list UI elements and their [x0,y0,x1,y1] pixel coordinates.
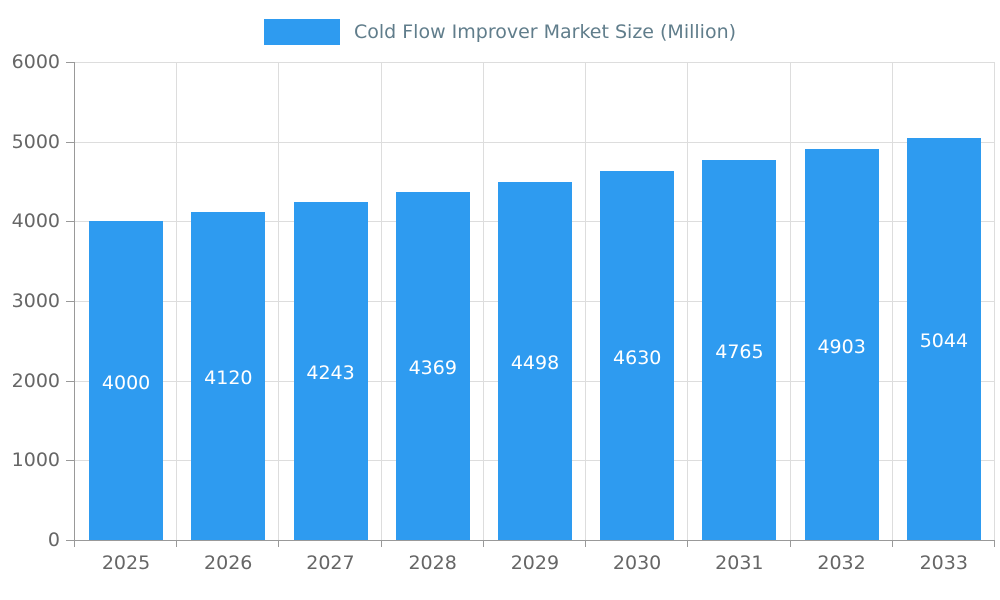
y-axis-tick-label: 2000 [11,369,60,392]
y-axis-tick-label: 4000 [11,210,60,233]
y-axis-tick-mark [66,301,74,302]
x-axis-tick-mark [380,540,382,547]
gridline-vertical [994,62,995,540]
y-axis-tick-mark [66,540,74,541]
x-axis-tick-mark [585,540,587,547]
gridline-vertical [585,62,587,540]
bar-2026[interactable]: 4120 [191,211,266,540]
bar-value-label: 4243 [306,362,355,384]
legend[interactable]: Cold Flow Improver Market Size (Million) [0,14,1000,50]
x-axis-line [74,540,995,541]
x-axis-tick-label: 2029 [510,552,560,574]
bar-value-label: 4498 [510,351,560,374]
bar-2027[interactable]: 4243 [293,201,368,540]
gridline-vertical [891,62,893,540]
x-axis-tick-mark [789,540,791,547]
gridline-vertical [176,62,178,540]
bar-2029[interactable]: 4498 [498,181,572,540]
y-axis-tick-mark [66,221,74,223]
y-axis-tick-label: 1000 [11,449,60,472]
bar-2028[interactable]: 4369 [395,191,470,540]
bar-value-label: 4000 [101,371,151,394]
y-axis-line [74,62,75,540]
x-axis-tick-label: 2027 [306,552,355,574]
x-axis-tick-mark [74,540,75,547]
x-axis-tick-mark [278,540,280,547]
bar-2031[interactable]: 4765 [702,160,777,540]
y-axis-tick-label: 6000 [11,51,60,73]
bar-2030[interactable]: 4630 [600,171,675,540]
bar-value-label: 4120 [204,366,253,389]
x-axis-tick-label: 2030 [612,552,662,574]
x-axis-tick-mark [994,540,995,547]
x-axis-tick-label: 2031 [715,552,764,574]
bar-value-label: 5044 [919,330,969,353]
plot-area: 4000 4120 4243 4369 4498 4630 4765 4903 5044 [74,62,995,541]
x-axis-tick-mark [891,540,893,547]
x-axis-tick-label: 2025 [101,552,151,574]
gridline-vertical [687,62,689,540]
y-axis-tick-label: 5000 [11,130,60,153]
bar-2033[interactable]: 5044 [906,138,981,540]
gridline-horizontal [75,141,995,143]
legend-label: Cold Flow Improver Market Size (Million) [353,21,737,43]
bar-value-label: 4630 [613,346,662,369]
y-axis-tick-label: 0 [47,529,60,551]
gridline-vertical [482,62,484,540]
y-axis-tick-mark [66,141,74,143]
gridline-vertical [380,62,382,540]
gridline-vertical [789,62,791,540]
legend-swatch-icon [263,19,340,45]
bar-2025[interactable]: 4000 [89,221,164,540]
y-axis-tick-label: 3000 [11,290,60,312]
x-axis-tick-mark [482,540,484,547]
x-axis-tick-label: 2033 [919,552,968,574]
x-axis-tick-label: 2032 [817,552,866,574]
bar-value-label: 4369 [408,356,457,379]
gridline-horizontal [75,62,995,63]
y-axis-tick-mark [66,380,74,382]
bar-2032[interactable]: 4903 [804,149,879,540]
gridline-vertical [278,62,280,540]
x-axis-tick-label: 2028 [408,552,457,574]
x-axis-tick-label: 2026 [204,552,253,574]
y-axis-tick-mark [66,62,74,63]
bar-value-label: 4765 [715,341,764,364]
x-axis-tick-mark [176,540,178,547]
x-axis-tick-mark [687,540,689,547]
y-axis-tick-mark [66,460,74,462]
bar-value-label: 4903 [817,335,866,358]
